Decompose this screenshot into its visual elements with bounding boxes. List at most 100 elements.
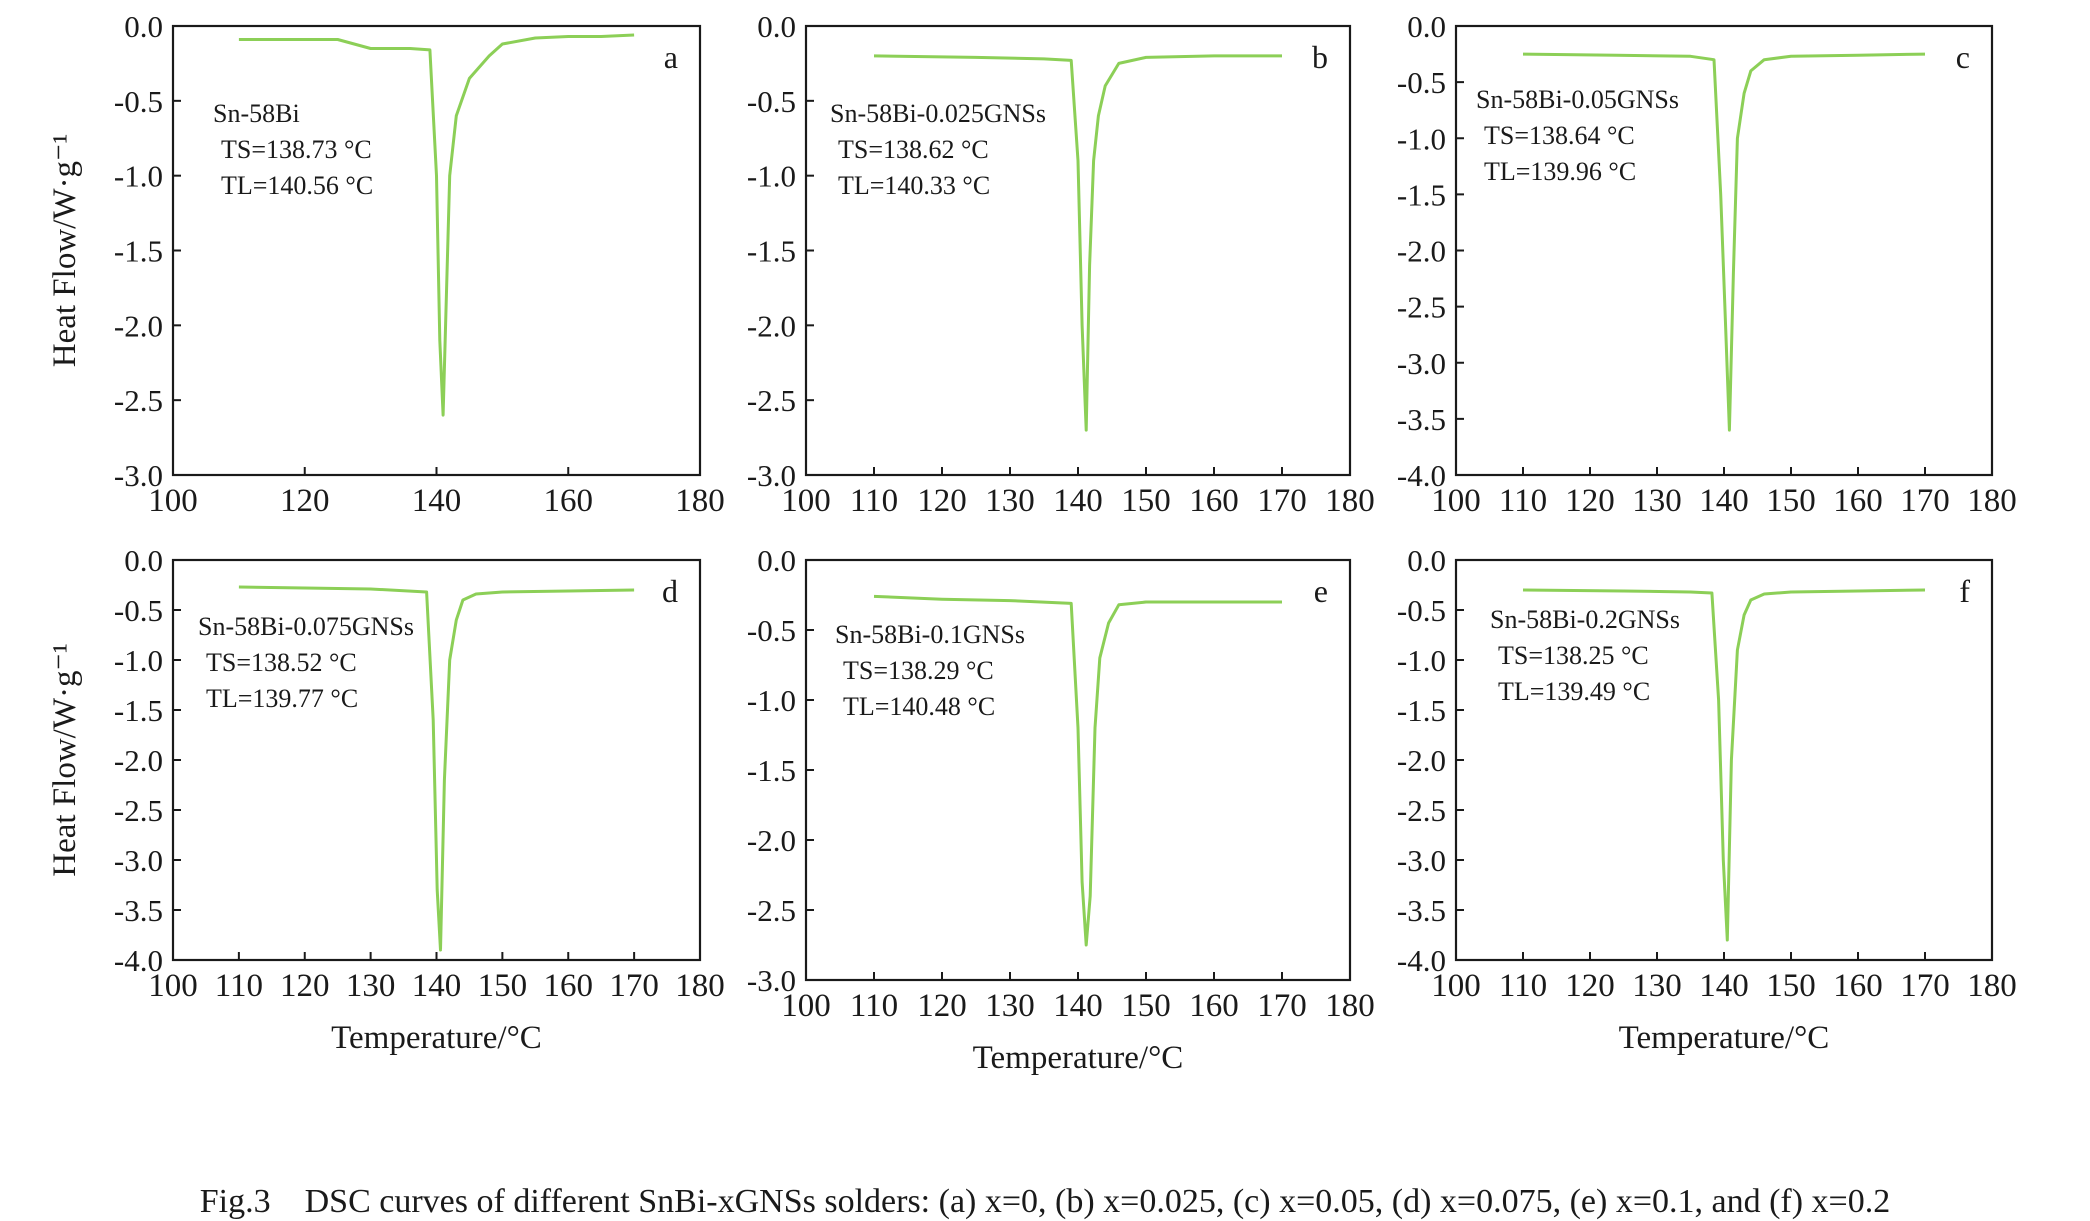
panel-c-x-tick-label: 140 (1699, 483, 1749, 519)
panel-e-x-tick-label: 120 (917, 988, 967, 1024)
panel-e-x-tick-label: 100 (781, 988, 831, 1024)
panel-b-x-tick-label: 140 (1053, 483, 1103, 519)
panel-c-legend-line: TL=139.96 °C (1484, 157, 1636, 186)
panel-d-y-tick-label: -0.5 (114, 593, 163, 628)
panel-e-x-tick-label: 150 (1121, 988, 1171, 1024)
panel-c-y-tick-label: -1.5 (1397, 177, 1446, 212)
panel-a-y-tick-label: 0.0 (124, 9, 163, 44)
panel-d-y-tick-label: 0.0 (124, 543, 163, 578)
panel-c-x-tick-label: 180 (1967, 483, 2017, 519)
panel-c-y-tick-label: -1.0 (1397, 121, 1446, 156)
panel-b-x-tick-label: 180 (1325, 483, 1375, 519)
panel-b-x-tick-label: 100 (781, 483, 831, 519)
panel-b-x-tick-label: 110 (850, 483, 898, 519)
panel-d-legend-line: TS=138.52 °C (206, 648, 357, 677)
panel-a-y-tick-label: -0.5 (114, 84, 163, 119)
panel-f-legend-line: TL=139.49 °C (1498, 677, 1650, 706)
panel-d-panel-letter: d (662, 573, 678, 609)
panel-e-dsc-curve (873, 594, 1282, 947)
panel-f-y-tick-label: -1.0 (1397, 643, 1446, 678)
panel-c-legend-line: Sn-58Bi-0.05GNSs (1476, 85, 1679, 114)
panel-b-y-tick-label: -1.5 (747, 234, 796, 269)
panel-b-x-tick-label: 150 (1121, 483, 1171, 519)
panel-d-legend-line: Sn-58Bi-0.075GNSs (198, 612, 414, 641)
panel-d-x-axis-label: Temperature/°C (331, 1020, 542, 1056)
panel-f-x-tick-label: 150 (1766, 968, 1816, 1004)
panel-c-x-tick-label: 170 (1900, 483, 1950, 519)
panel-a-y-tick-label: -2.5 (114, 383, 163, 418)
panel-b-legend-line: Sn-58Bi-0.025GNSs (830, 99, 1046, 128)
panel-e-x-tick-label: 170 (1257, 988, 1307, 1024)
panel-f-x-tick-label: 120 (1565, 968, 1615, 1004)
panel-b-y-tick-label: -3.0 (747, 458, 796, 493)
panel-b-y-tick-label: -2.0 (747, 308, 796, 343)
panel-a-legend-line: TS=138.73 °C (221, 135, 372, 164)
panel-e-y-tick-label: -2.5 (747, 893, 796, 928)
panel-e-y-tick-label: -1.0 (747, 683, 796, 718)
panel-f-y-tick-label: -4.0 (1397, 943, 1446, 978)
panel-a-x-tick-label: 180 (675, 483, 725, 519)
panel-f-y-tick-label: -2.0 (1397, 743, 1446, 778)
panel-e-legend-line: TL=140.48 °C (843, 692, 995, 721)
panel-b-y-tick-label: -0.5 (747, 84, 796, 119)
panel-b-x-tick-label: 120 (917, 483, 967, 519)
panel-c-y-tick-label: -0.5 (1397, 65, 1446, 100)
panel-d-y-axis-label: Heat Flow/W·g⁻¹ (47, 643, 83, 877)
panel-f-y-tick-label: -3.5 (1397, 893, 1446, 928)
panel-c-y-tick-label: 0.0 (1407, 9, 1446, 44)
panel-e-y-tick-label: -1.5 (747, 753, 796, 788)
panel-d-x-tick-label: 110 (215, 968, 263, 1004)
panel-a-y-tick-label: -2.0 (114, 308, 163, 343)
panel-b-frame (804, 24, 1352, 477)
panel-f-dsc-curve (1522, 588, 1926, 942)
panel-e-y-tick-label: 0.0 (757, 543, 796, 578)
panel-b-x-tick-label: 160 (1189, 483, 1239, 519)
panel-b-y-tick-label: -1.0 (747, 159, 796, 194)
panel-c-y-tick-label: -3.0 (1397, 346, 1446, 381)
panel-c-x-tick-label: 160 (1833, 483, 1883, 519)
panel-a-panel-letter: a (664, 39, 678, 75)
panel-a-legend-line: Sn-58Bi (213, 99, 300, 128)
panel-f-y-tick-label: -1.5 (1397, 693, 1446, 728)
panel-d-x-tick-label: 130 (346, 968, 396, 1004)
panel-a-dsc-curve (238, 33, 635, 417)
panel-d-y-tick-label: -2.0 (114, 743, 163, 778)
panel-d-y-tick-label: -3.5 (114, 893, 163, 928)
panel-c-x-tick-label: 130 (1632, 483, 1682, 519)
panel-c-dsc-curve (1522, 52, 1926, 432)
panel-e-legend-line: Sn-58Bi-0.1GNSs (835, 620, 1025, 649)
panel-a-x-tick-label: 100 (148, 483, 198, 519)
panel-d-x-tick-label: 170 (609, 968, 659, 1004)
panel-f-y-tick-label: -2.5 (1397, 793, 1446, 828)
panel-d-x-tick-label: 180 (675, 968, 725, 1004)
panel-f-x-tick-label: 110 (1499, 968, 1547, 1004)
panel-b-panel-letter: b (1312, 39, 1328, 75)
panel-c-y-tick-label: -4.0 (1397, 458, 1446, 493)
panel-f-y-tick-label: 0.0 (1407, 543, 1446, 578)
panel-d-legend-line: TL=139.77 °C (206, 684, 358, 713)
panel-c-y-tick-label: -2.0 (1397, 234, 1446, 269)
panel-c-panel-letter: c (1956, 39, 1970, 75)
panel-e-legend-line: TS=138.29 °C (843, 656, 994, 685)
panel-f-x-tick-label: 140 (1699, 968, 1749, 1004)
panel-e-y-tick-label: -0.5 (747, 613, 796, 648)
panel-c-x-tick-label: 150 (1766, 483, 1816, 519)
panel-f-x-tick-label: 130 (1632, 968, 1682, 1004)
panel-d-y-tick-label: -1.0 (114, 643, 163, 678)
panel-f-legend-line: Sn-58Bi-0.2GNSs (1490, 605, 1680, 634)
panel-f-x-axis-label: Temperature/°C (1619, 1020, 1830, 1056)
panel-d-y-tick-label: -2.5 (114, 793, 163, 828)
panel-b-legend-line: TL=140.33 °C (838, 171, 990, 200)
panel-c-x-tick-label: 110 (1499, 483, 1547, 519)
panel-e-panel-letter: e (1314, 573, 1328, 609)
panel-e-y-tick-label: -3.0 (747, 963, 796, 998)
panel-a-x-tick-label: 160 (544, 483, 594, 519)
panel-b-legend-line: TS=138.62 °C (838, 135, 989, 164)
figure-caption: Fig.3 DSC curves of different SnBi-xGNSs… (199, 1183, 1891, 1220)
panel-c-y-tick-label: -3.5 (1397, 402, 1446, 437)
panel-b-y-tick-label: 0.0 (757, 9, 796, 44)
panel-d-y-tick-label: -1.5 (114, 693, 163, 728)
panel-b-x-tick-label: 170 (1257, 483, 1307, 519)
panel-a-y-axis-label: Heat Flow/W·g⁻¹ (47, 134, 83, 368)
